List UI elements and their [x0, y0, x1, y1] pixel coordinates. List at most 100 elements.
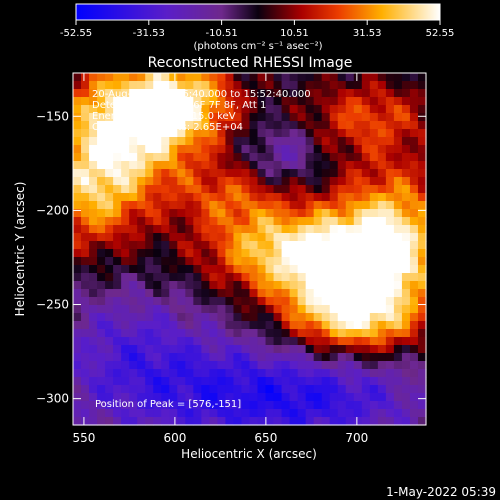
heatmap-cell — [281, 153, 291, 162]
heatmap-cell — [297, 249, 307, 258]
heatmap-cell — [241, 401, 251, 410]
heatmap-cell — [321, 345, 331, 354]
heatmap-cell — [265, 337, 275, 346]
heatmap-cell — [233, 81, 243, 90]
heatmap-cell — [337, 361, 347, 370]
heatmap-cell — [305, 297, 315, 306]
heatmap-cell — [321, 401, 331, 410]
heatmap-cell — [377, 249, 387, 258]
heatmap-cell — [89, 265, 98, 274]
heatmap-cell — [193, 345, 202, 354]
heatmap-cell — [185, 209, 194, 218]
heatmap-cell — [377, 329, 387, 338]
heatmap-cell — [145, 201, 154, 210]
heatmap-cell — [297, 297, 307, 306]
heatmap-cell — [177, 305, 186, 314]
heatmap-cell — [209, 73, 219, 82]
heatmap-cell — [233, 137, 243, 146]
heatmap-cell — [153, 249, 162, 258]
heatmap-cell — [177, 73, 186, 82]
heatmap-cell — [409, 337, 419, 346]
heatmap-cell — [81, 217, 90, 226]
heatmap-cell — [225, 185, 235, 194]
heatmap-cell — [105, 385, 114, 394]
heatmap-cell — [241, 161, 251, 170]
heatmap-cell — [241, 417, 251, 426]
heatmap-cell — [193, 81, 202, 90]
heatmap-cell — [281, 225, 291, 234]
heatmap-cell — [329, 201, 339, 210]
heatmap-cell — [297, 393, 307, 402]
heatmap-cell — [273, 265, 283, 274]
heatmap-cell — [121, 353, 130, 362]
heatmap-cell — [185, 193, 194, 202]
heatmap-cell — [137, 417, 146, 426]
heatmap-cell — [273, 105, 283, 114]
heatmap-cell — [241, 337, 251, 346]
heatmap-cell — [265, 265, 275, 274]
heatmap-cell — [369, 393, 379, 402]
heatmap-cell — [313, 313, 323, 322]
heatmap-cell — [361, 409, 371, 418]
heatmap-cell — [185, 145, 194, 154]
heatmap-cell — [329, 129, 339, 138]
heatmap-cell — [137, 233, 146, 242]
heatmap-cell — [409, 297, 419, 306]
heatmap-cell — [297, 409, 307, 418]
heatmap-cell — [97, 289, 106, 298]
heatmap-cell — [97, 305, 106, 314]
heatmap-cell — [129, 369, 138, 378]
heatmap-cell — [329, 337, 339, 346]
heatmap-cell — [297, 225, 307, 234]
heatmap-cell — [313, 209, 323, 218]
heatmap-cell — [417, 289, 427, 298]
heatmap-cell — [401, 241, 411, 250]
heatmap-cell — [265, 73, 275, 82]
heatmap-cell — [89, 305, 98, 314]
heatmap-cell — [81, 153, 90, 162]
heatmap-cell — [377, 417, 387, 426]
heatmap-cell — [209, 209, 219, 218]
heatmap-cell — [265, 249, 275, 258]
heatmap-cell — [201, 321, 210, 330]
heatmap-cell — [281, 81, 291, 90]
heatmap-cell — [361, 193, 371, 202]
heatmap-cell — [289, 161, 299, 170]
heatmap-cell — [409, 73, 419, 82]
heatmap-cell — [209, 289, 219, 298]
heatmap-cell — [233, 353, 243, 362]
heatmap-cell — [321, 377, 331, 386]
heatmap-cell — [329, 161, 339, 170]
heatmap-cell — [121, 153, 130, 162]
heatmap-cell — [153, 193, 162, 202]
heatmap-cell — [265, 233, 275, 242]
heatmap-cell — [81, 353, 90, 362]
heatmap-cell — [305, 321, 315, 330]
heatmap-cell — [233, 233, 243, 242]
heatmap-cell — [281, 169, 291, 178]
heatmap-cell — [385, 377, 395, 386]
heatmap-cell — [193, 329, 202, 338]
heatmap-cell — [121, 321, 130, 330]
heatmap-cell — [337, 401, 347, 410]
heatmap-cell — [137, 89, 146, 98]
heatmap-cell — [337, 185, 347, 194]
heatmap-cell — [225, 401, 235, 410]
heatmap-cell — [113, 377, 122, 386]
heatmap-cell — [353, 169, 363, 178]
heatmap-cell — [193, 161, 202, 170]
heatmap-cell — [153, 137, 162, 146]
heatmap-cell — [241, 265, 251, 274]
heatmap-cell — [137, 289, 146, 298]
heatmap-cell — [257, 169, 267, 178]
heatmap-cell — [281, 161, 291, 170]
heatmap-cell — [385, 113, 395, 122]
heatmap-cell — [129, 401, 138, 410]
heatmap-cell — [249, 129, 259, 138]
heatmap-cell — [393, 265, 403, 274]
heatmap-cell — [113, 161, 122, 170]
heatmap-cell — [153, 281, 162, 290]
heatmap-cell — [233, 369, 243, 378]
heatmap-cell — [97, 409, 106, 418]
heatmap-cell — [97, 361, 106, 370]
